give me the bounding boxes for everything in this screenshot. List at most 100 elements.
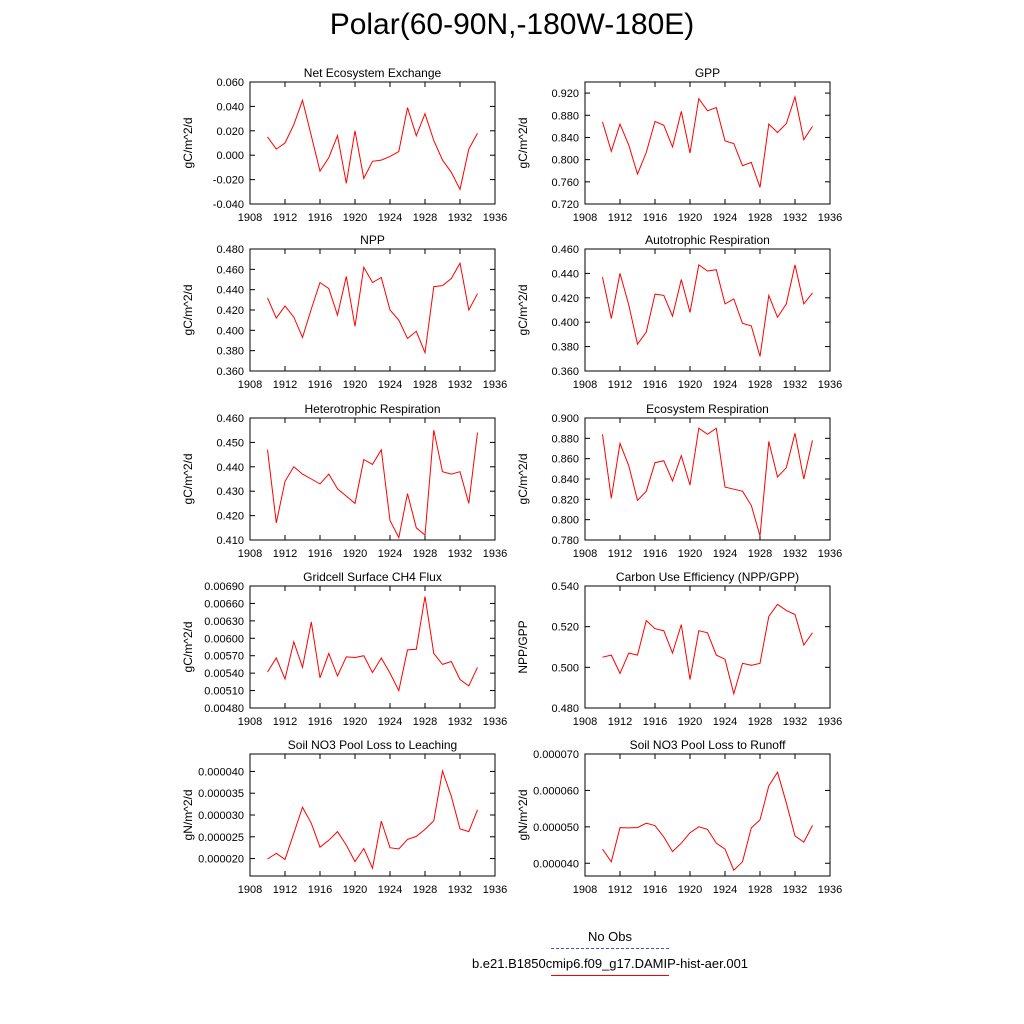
y-tick-label: 0.380 [551, 342, 579, 354]
x-tick-label: 1928 [413, 548, 437, 560]
y-axis-label: gN/m^2/d [516, 790, 530, 841]
panel-title: Soil NO3 Pool Loss to Runoff [630, 738, 787, 752]
y-axis-label: NPP/GPP [516, 620, 530, 673]
y-tick-label: 0.020 [216, 126, 244, 138]
figure-title: Polar(60-90N,-180W-180E) [329, 8, 695, 41]
y-tick-label: 0.450 [216, 437, 244, 449]
x-tick-label: 1916 [308, 548, 332, 560]
panel-title: Carbon Use Efficiency (NPP/GPP) [616, 570, 799, 584]
y-tick-label: 0.420 [216, 511, 244, 523]
y-axis-label: gC/m^2/d [181, 622, 195, 673]
x-tick-label: 1920 [678, 212, 702, 224]
y-tick-label: 0.800 [551, 515, 579, 527]
y-tick-label: 0.420 [216, 305, 244, 317]
x-tick-label: 1924 [378, 212, 402, 224]
x-tick-label: 1928 [413, 716, 437, 728]
y-tick-label: 0.000040 [533, 858, 579, 870]
y-tick-label: 0.000 [216, 150, 244, 162]
x-tick-label: 1932 [448, 716, 472, 728]
y-tick-label: 0.460 [216, 264, 244, 276]
x-tick-label: 1920 [678, 716, 702, 728]
y-tick-label: 0.00600 [204, 633, 244, 645]
x-tick-label: 1916 [643, 212, 667, 224]
x-tick-label: 1936 [818, 884, 842, 896]
plot-frame [249, 81, 496, 205]
x-tick-label: 1920 [343, 884, 367, 896]
y-tick-label: 0.00690 [204, 581, 244, 593]
y-tick-label: 0.000035 [198, 788, 244, 800]
series-line [267, 769, 478, 870]
y-tick-label: 0.840 [551, 474, 579, 486]
x-tick-label: 1908 [573, 379, 597, 391]
plot-frame [249, 248, 496, 372]
x-tick-label: 1932 [448, 884, 472, 896]
x-tick-label: 1932 [783, 716, 807, 728]
y-tick-label: 0.380 [216, 346, 244, 358]
x-tick-label: 1912 [608, 884, 632, 896]
x-tick-label: 1936 [483, 212, 507, 224]
x-tick-label: 1916 [308, 379, 332, 391]
y-tick-label: 0.480 [551, 703, 579, 715]
x-tick-label: 1932 [783, 548, 807, 560]
x-tick-label: 1912 [273, 716, 297, 728]
legend-model-label: b.e21.B1850cmip6.f09_g17.DAMIP-hist-aer.… [471, 956, 749, 971]
x-tick-label: 1908 [573, 716, 597, 728]
series-line [602, 770, 813, 872]
y-tick-label: 0.00570 [204, 651, 244, 663]
y-tick-label: 0.720 [551, 199, 579, 211]
y-tick-label: 0.040 [216, 101, 244, 113]
series-line [602, 603, 813, 696]
y-axis-label: gC/m^2/d [516, 118, 530, 169]
y-tick-label: 0.410 [216, 535, 244, 547]
x-tick-label: 1920 [343, 548, 367, 560]
x-tick-label: 1908 [573, 212, 597, 224]
y-axis-label: gC/m^2/d [181, 118, 195, 169]
panel-title: NPP [360, 233, 385, 247]
y-axis-label: gC/m^2/d [181, 285, 195, 336]
plot-frame [584, 417, 831, 541]
x-tick-label: 1916 [308, 212, 332, 224]
plot-frame [584, 248, 831, 372]
series-line [267, 261, 478, 355]
x-tick-label: 1920 [343, 379, 367, 391]
x-tick-label: 1916 [308, 716, 332, 728]
panel-8: Carbon Use Efficiency (NPP/GPP) NPP/GPP 19… [516, 570, 842, 728]
x-tick-label: 1924 [378, 548, 402, 560]
x-tick-label: 1920 [343, 212, 367, 224]
x-tick-label: 1936 [818, 716, 842, 728]
x-tick-label: 1912 [273, 212, 297, 224]
x-tick-label: 1924 [378, 379, 402, 391]
x-tick-label: 1912 [608, 548, 632, 560]
legend-obs-swatch [551, 948, 669, 949]
y-tick-label: 0.00480 [204, 703, 244, 715]
legend-obs-label: No Obs [587, 929, 633, 944]
x-tick-label: 1924 [713, 379, 737, 391]
y-tick-label: 0.460 [551, 244, 579, 256]
series-line [602, 264, 813, 357]
x-tick-label: 1916 [643, 379, 667, 391]
y-tick-label: 0.880 [551, 110, 579, 122]
y-tick-label: 0.760 [551, 177, 579, 189]
x-tick-label: 1932 [448, 212, 472, 224]
y-tick-label: 0.440 [216, 285, 244, 297]
y-tick-label: 0.460 [216, 413, 244, 425]
y-tick-label: 0.000025 [198, 832, 244, 844]
x-tick-label: 1936 [483, 884, 507, 896]
y-tick-label: 0.480 [216, 244, 244, 256]
panel-title: Autotrophic Respiration [645, 233, 770, 247]
y-axis-label: gN/m^2/d [181, 790, 195, 841]
x-tick-label: 1932 [448, 379, 472, 391]
x-tick-label: 1936 [483, 716, 507, 728]
y-tick-label: 0.440 [216, 462, 244, 474]
legend-model-swatch [551, 975, 669, 976]
y-tick-label: 0.00630 [204, 616, 244, 628]
series-line [602, 95, 813, 188]
x-tick-label: 1912 [608, 212, 632, 224]
y-tick-label: 0.520 [551, 622, 579, 634]
x-tick-label: 1936 [483, 379, 507, 391]
y-tick-label: 0.840 [551, 132, 579, 144]
x-tick-label: 1912 [273, 884, 297, 896]
y-tick-label: 0.00540 [204, 668, 244, 680]
x-tick-label: 1908 [238, 716, 262, 728]
panel-title: GPP [695, 66, 720, 80]
